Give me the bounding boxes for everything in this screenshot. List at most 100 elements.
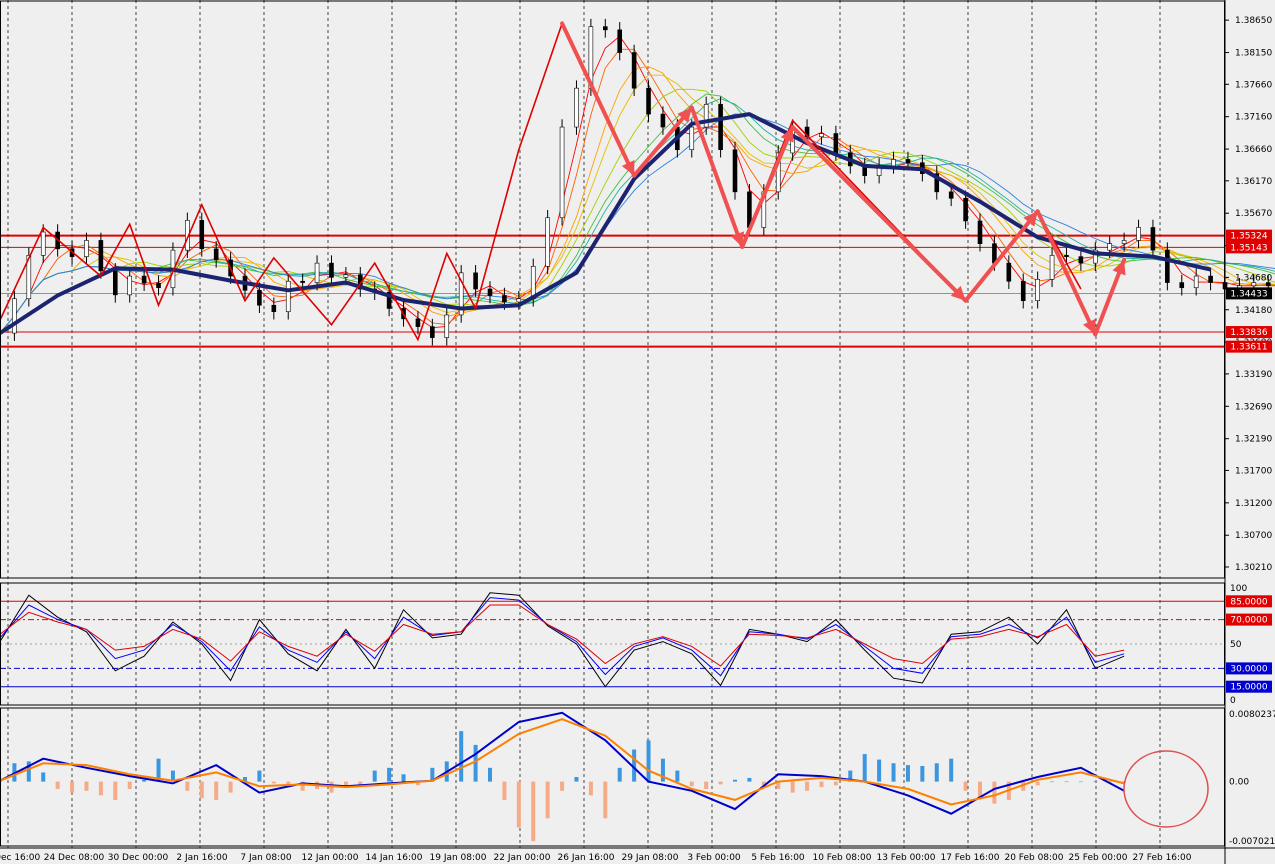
- macd-histogram-bar: [877, 759, 882, 782]
- price-tick-label: 1.35670: [1235, 209, 1272, 219]
- candle-body: [98, 240, 104, 272]
- macd-histogram-bar: [574, 777, 579, 782]
- oscillator-tick-label: 100: [1230, 584, 1247, 594]
- candle-body: [1193, 275, 1199, 289]
- macd-histogram-bar: [805, 781, 810, 791]
- oscillator-level-tag: [1226, 680, 1272, 693]
- oscillator-tick-label: 50: [1230, 640, 1242, 650]
- candle-body: [732, 149, 738, 193]
- trend-arrow-shaft: [632, 105, 694, 178]
- price-tick-label: 1.30210: [1235, 563, 1272, 573]
- candle-body: [285, 280, 291, 313]
- price-tick-label: 1.33190: [1235, 370, 1272, 380]
- time-tick-label: 19 Dec 16:00: [0, 853, 41, 863]
- macd-histogram-bar: [1021, 781, 1026, 791]
- macd-histogram-bar: [488, 767, 492, 782]
- macd-histogram-bar: [862, 754, 867, 782]
- candle-body: [689, 126, 695, 151]
- oscillator-level-tag: [1226, 613, 1272, 626]
- macd-histogram-bar: [401, 774, 406, 782]
- price-tick-label: 1.37660: [1235, 80, 1272, 90]
- macd-histogram-bar: [833, 781, 838, 786]
- price-tag-label: 1.33836: [1230, 328, 1267, 338]
- macd-histogram-bar: [55, 781, 60, 789]
- macd-histogram-bar: [978, 781, 982, 799]
- oscillator-level-label: 85.0000: [1230, 597, 1267, 607]
- candle-body: [1208, 275, 1213, 283]
- macd-histogram-bar: [646, 740, 651, 782]
- candle-body: [1251, 282, 1257, 287]
- macd-histogram-bar: [992, 781, 997, 804]
- macd-histogram-bar: [70, 781, 75, 793]
- time-tick-label: 12 Jan 00:00: [302, 853, 359, 863]
- candle-body: [444, 314, 450, 338]
- price-tag-box: [1226, 229, 1272, 242]
- macd-histogram-bar: [516, 781, 521, 828]
- candle-body: [775, 152, 781, 193]
- price-tick-label: 1.36170: [1235, 177, 1272, 187]
- macd-histogram-bar: [1093, 781, 1098, 783]
- macd-histogram-bar: [358, 781, 363, 787]
- candle-body: [458, 272, 464, 316]
- price-tick-label: 1.36660: [1235, 145, 1272, 155]
- macd-histogram-bar: [113, 781, 118, 800]
- time-tick-label: 29 Jan 08:00: [622, 853, 679, 863]
- time-tick-label: 24 Dec 08:00: [44, 853, 105, 863]
- ma-ribbon-line: [0, 113, 1275, 334]
- candle-body: [257, 290, 262, 306]
- trend-arrow-shaft: [560, 21, 637, 178]
- macd-histogram-bar: [1064, 781, 1069, 783]
- price-panel[interactable]: [0, 18, 1275, 346]
- oscillator-series-line: [0, 604, 1125, 667]
- macd-histogram-bar: [214, 781, 219, 800]
- candle-body: [213, 248, 219, 261]
- candle-body: [545, 217, 550, 267]
- time-tick-label: 22 Jan 00:00: [494, 853, 551, 863]
- time-tick-label: 27 Feb 16:00: [1132, 853, 1191, 863]
- trend-arrow-head: [677, 107, 692, 123]
- candle-body: [905, 159, 911, 163]
- candle-body: [473, 272, 478, 290]
- macd-histogram-bar: [84, 781, 89, 791]
- macd-histogram-bar: [1078, 781, 1083, 783]
- candle-body: [199, 220, 205, 250]
- candle-body: [660, 113, 666, 128]
- macd-histogram-bar: [300, 781, 305, 791]
- candle-body: [40, 231, 46, 256]
- macd-histogram-bar: [98, 781, 103, 796]
- candle-body: [1035, 279, 1040, 301]
- candle-body: [1107, 243, 1113, 251]
- candle-body: [156, 282, 161, 289]
- macd-histogram-bar: [545, 781, 550, 819]
- candle-body: [141, 275, 147, 284]
- candle-body: [300, 280, 305, 283]
- time-tick-label: 20 Feb 08:00: [1004, 853, 1063, 863]
- time-tick-label: 26 Jan 16:00: [558, 853, 615, 863]
- candle-body: [559, 126, 565, 219]
- macd-histogram-bar: [459, 731, 464, 782]
- price-tick-label: 1.32190: [1235, 435, 1272, 445]
- candle-body: [631, 52, 637, 89]
- candle-body: [646, 87, 651, 115]
- candle-body: [891, 159, 896, 167]
- trend-arrow-shaft: [963, 209, 1040, 303]
- candle-body: [26, 255, 32, 300]
- macd-histogram-bar: [718, 781, 723, 785]
- price-tag-label: 1.34433: [1230, 289, 1267, 299]
- trend-arrow-shaft: [790, 125, 968, 303]
- macd-histogram-bar: [632, 749, 637, 782]
- candle-body: [487, 288, 493, 296]
- time-tick-label: 10 Feb 08:00: [812, 853, 871, 863]
- macd-panel[interactable]: [0, 711, 1209, 842]
- macd-histogram-bar: [531, 781, 536, 842]
- oscillator-panel[interactable]: [0, 592, 1225, 688]
- price-tick-label: 1.30700: [1235, 531, 1272, 541]
- oscillator-series-line: [0, 597, 1125, 677]
- macd-histogram-bar: [560, 781, 565, 791]
- candle-body: [718, 104, 723, 151]
- ma-ribbon-line: [0, 98, 1275, 334]
- macd-histogram-bar: [271, 781, 276, 784]
